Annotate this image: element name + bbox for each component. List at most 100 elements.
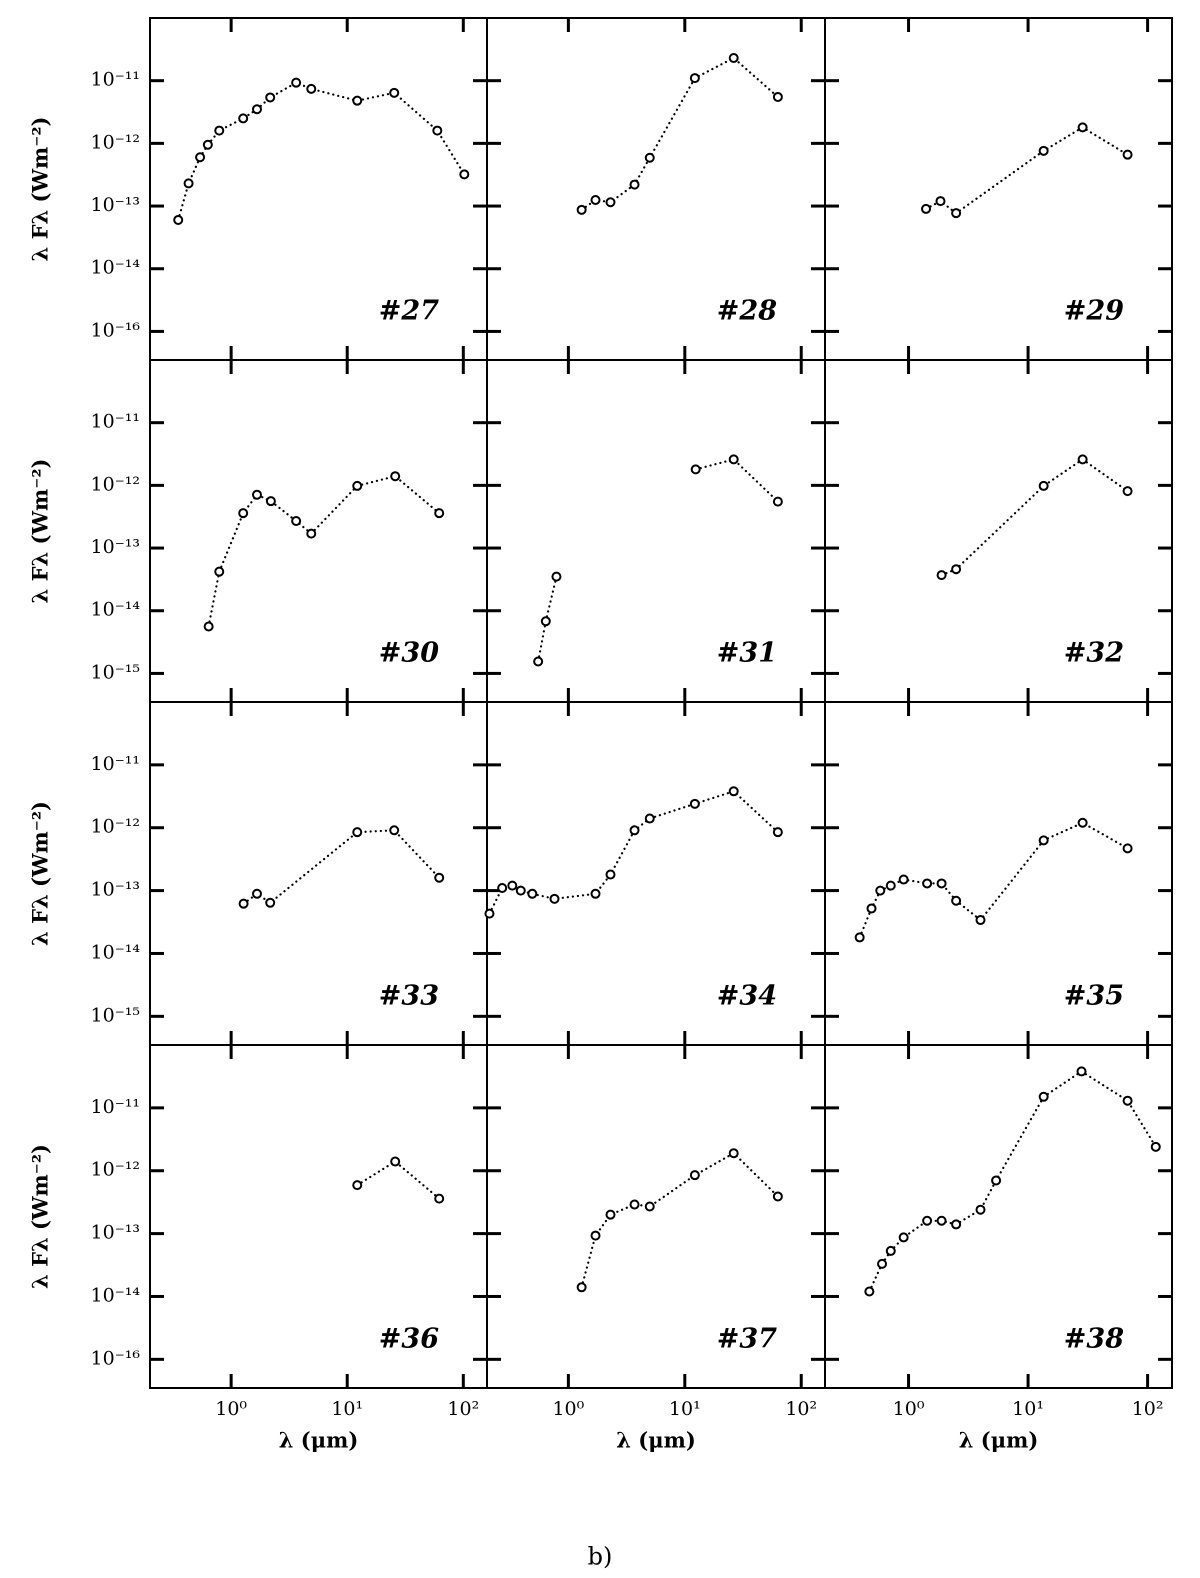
data-point <box>1038 835 1049 846</box>
data-point <box>432 125 443 136</box>
data-point <box>533 656 544 667</box>
panel-title: #30 <box>379 638 439 669</box>
data-point <box>935 196 946 207</box>
sed-line <box>868 1070 1157 1293</box>
data-point <box>951 895 962 906</box>
x-tick-label: 10² <box>785 1398 817 1420</box>
data-point <box>306 83 317 94</box>
data-point <box>251 489 262 500</box>
data-point <box>434 1193 445 1204</box>
data-point <box>389 825 400 836</box>
data-point <box>434 508 445 519</box>
data-point <box>265 496 276 507</box>
data-point <box>576 204 587 215</box>
data-point <box>605 197 616 208</box>
panel-title: #27 <box>379 296 439 327</box>
data-point <box>644 152 655 163</box>
data-point <box>991 1175 1002 1186</box>
data-point <box>975 915 986 926</box>
x-axis-label: λ (μm) <box>279 1428 359 1453</box>
data-point <box>352 827 363 838</box>
x-tick-label: 10⁰ <box>552 1398 584 1420</box>
y-tick-label: 10⁻¹² <box>91 473 140 495</box>
x-axis-label: λ (μm) <box>616 1428 696 1453</box>
data-point <box>975 1204 986 1215</box>
y-tick-label: 10⁻¹³ <box>91 194 140 216</box>
data-point <box>291 77 302 88</box>
y-tick-label: 10⁻¹² <box>91 131 140 153</box>
data-point <box>689 73 700 84</box>
panel-title: #28 <box>717 296 777 327</box>
sed-line <box>580 56 779 211</box>
panel-title: #35 <box>1064 981 1124 1012</box>
data-point <box>507 880 518 891</box>
data-point <box>854 932 865 943</box>
y-tick-label: 10⁻¹⁵ <box>91 661 140 683</box>
data-point <box>728 1148 739 1159</box>
data-point <box>183 178 194 189</box>
x-tick-label: 10¹ <box>331 1398 363 1420</box>
y-tick-label: 10⁻¹¹ <box>91 411 140 433</box>
data-point <box>265 897 276 908</box>
sed-line <box>580 1151 779 1289</box>
data-point <box>590 1230 601 1241</box>
x-tick-label: 10⁰ <box>893 1398 925 1420</box>
data-point <box>866 903 877 914</box>
panel-title: #37 <box>717 1324 777 1355</box>
y-tick-label: 10⁻¹⁵ <box>91 1004 140 1026</box>
data-point <box>214 125 225 136</box>
data-point <box>576 1282 587 1293</box>
data-point <box>551 571 562 582</box>
x-axis-label: λ (μm) <box>959 1428 1039 1453</box>
y-tick-label: 10⁻¹² <box>91 1159 140 1181</box>
sed-line <box>537 458 779 663</box>
sed-line <box>858 821 1129 939</box>
data-point <box>459 169 470 180</box>
data-point <box>549 893 560 904</box>
data-point <box>590 888 601 899</box>
data-point <box>772 1191 783 1202</box>
data-point <box>605 869 616 880</box>
y-axis-label: λ Fλ (Wm⁻²) <box>28 459 53 604</box>
data-point <box>352 480 363 491</box>
data-point <box>527 888 538 899</box>
y-tick-label: 10⁻¹¹ <box>91 1096 140 1118</box>
sed-line <box>207 474 441 628</box>
y-axis-label: λ Fλ (Wm⁻²) <box>28 1144 53 1289</box>
panel-title: #33 <box>379 981 439 1012</box>
data-point <box>898 1232 909 1243</box>
data-point <box>605 1209 616 1220</box>
sed-line <box>924 126 1129 215</box>
data-point <box>389 87 400 98</box>
data-point <box>352 95 363 106</box>
y-tick-label: 10⁻¹⁶ <box>91 319 141 341</box>
x-tick-label: 10² <box>1132 1398 1164 1420</box>
data-point <box>951 564 962 575</box>
data-point <box>898 874 909 885</box>
data-point <box>772 496 783 507</box>
data-point <box>772 91 783 102</box>
y-tick-label: 10⁻¹¹ <box>91 753 140 775</box>
y-axis-label: λ Fλ (Wm⁻²) <box>28 801 53 946</box>
data-point <box>644 1201 655 1212</box>
panel-title: #31 <box>717 638 777 669</box>
data-point <box>306 528 317 539</box>
y-tick-label: 10⁻¹⁶ <box>91 1347 141 1369</box>
data-point <box>1122 149 1133 160</box>
y-tick-label: 10⁻¹⁴ <box>91 1284 141 1306</box>
data-point <box>951 208 962 219</box>
sed-line <box>940 458 1129 577</box>
data-point <box>238 508 249 519</box>
panel-title: #34 <box>717 981 777 1012</box>
x-tick-label: 10² <box>447 1398 479 1420</box>
data-point <box>921 203 932 214</box>
data-point <box>251 888 262 899</box>
data-point <box>875 885 886 896</box>
data-point <box>515 885 526 896</box>
data-point <box>238 113 249 124</box>
data-point <box>936 878 947 889</box>
data-point <box>1038 480 1049 491</box>
panel-title: #32 <box>1064 638 1124 669</box>
y-tick-label: 10⁻¹³ <box>91 1222 140 1244</box>
